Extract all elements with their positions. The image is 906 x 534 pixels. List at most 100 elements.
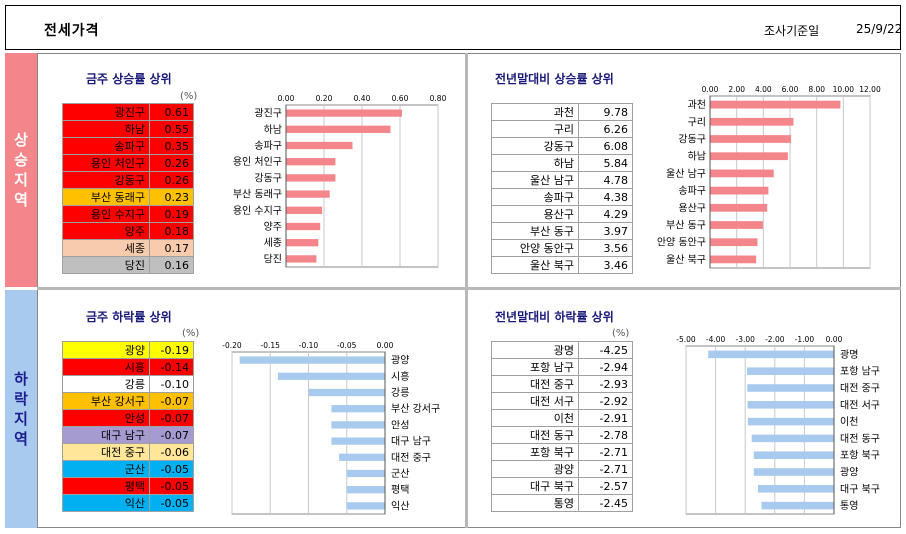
change-rate: 6.08 [578, 137, 633, 155]
region-name: 통영 [491, 494, 579, 512]
category-label: 광명 [840, 349, 858, 361]
category-label: 대전 동구 [840, 433, 880, 445]
bar [331, 421, 385, 429]
region-name: 용산구 [491, 205, 579, 223]
table-row: 울산 북구 3.46 [491, 256, 633, 274]
region-name: 당진 [62, 256, 150, 274]
table-row: 부산 강서구 -0.07 [62, 392, 194, 410]
region-name: 세종 [62, 239, 150, 257]
region-name: 강릉 [62, 375, 150, 393]
bar [239, 356, 385, 364]
category-label: 부산 동구 [666, 220, 706, 232]
x-tick-label: -2.00 [765, 335, 785, 344]
header: 전세가격 조사기준일 25/9/22 [5, 5, 902, 50]
table-row: 강동구 6.08 [491, 137, 633, 155]
region-name: 광양 [62, 341, 150, 359]
bar [286, 141, 353, 150]
x-tick-label: 0.00 [826, 335, 843, 344]
table-row: 익산 -0.05 [62, 494, 194, 512]
table-row: 대구 북구 -2.57 [491, 477, 633, 495]
table-row: 포항 남구 -2.94 [491, 358, 633, 376]
bar [286, 239, 319, 247]
x-tick-label: 0.80 [430, 94, 447, 103]
bar [331, 405, 385, 413]
category-label: 울산 북구 [666, 254, 706, 266]
weekly-rise-table: 광진구 0.61 하남 0.55 송파구 0.35 용인 처인구 0.26 강동구 0.26 부산 … [62, 103, 194, 274]
region-name: 이천 [491, 409, 579, 427]
region-name: 대전 중구 [491, 375, 579, 393]
region-name: 광양 [491, 460, 579, 478]
category-label: 과천 [688, 99, 706, 111]
category-label: 용인 처인구 [233, 156, 282, 168]
bar [277, 372, 385, 380]
change-rate: 0.16 [149, 256, 194, 274]
category-label: 부산 동래구 [233, 189, 282, 201]
category-label: 세종 [264, 237, 282, 249]
page-title: 전세가격 [44, 23, 100, 39]
category-label: 구리 [688, 116, 706, 128]
change-rate: -0.05 [149, 460, 194, 478]
category-label: 포항 북구 [840, 450, 880, 462]
ytd-rise-table: 과천 9.78 구리 6.26 강동구 6.08 하남 5.84 울산 남구 4.78 송파구 4.3… [491, 103, 633, 274]
change-rate: -2.71 [578, 460, 633, 478]
region-name: 송파구 [491, 188, 579, 206]
x-tick-label: -0.05 [337, 341, 357, 350]
bar [286, 125, 391, 133]
panel-grid [37, 53, 901, 528]
region-name: 안양 동안구 [491, 239, 579, 257]
x-tick-label: 0.40 [354, 94, 371, 103]
region-name: 양주 [62, 222, 150, 240]
category-label: 하남 [688, 150, 706, 163]
x-tick-label: -0.10 [299, 341, 319, 350]
category-label: 당진 [264, 253, 282, 265]
category-label: 평택 [391, 484, 409, 496]
x-tick-label: -0.20 [222, 341, 242, 350]
bar [710, 255, 757, 264]
region-name: 구리 [491, 120, 579, 138]
category-label: 하남 [264, 123, 282, 136]
table-row: 용인 수지구 0.19 [62, 205, 194, 223]
change-rate: -0.07 [149, 392, 194, 410]
table-row: 대구 남구 -0.07 [62, 426, 194, 444]
table-row: 부산 동구 3.97 [491, 222, 633, 240]
table-row: 안양 동안구 3.56 [491, 239, 633, 257]
change-rate: -2.94 [578, 358, 633, 376]
bar [346, 486, 385, 494]
region-name: 부산 동구 [491, 222, 579, 240]
region-name: 강동구 [491, 137, 579, 155]
section-label-char: 지 [14, 410, 28, 428]
ytd-rise-chart: 0.00 2.00 4.00 6.00 8.00 10.00 12.00 과천구리강동구하남울… [657, 85, 881, 269]
category-label: 부산 강서구 [391, 403, 440, 415]
region-name: 울산 북구 [491, 256, 579, 274]
table-row: 송파구 4.38 [491, 188, 633, 206]
region-name: 광진구 [62, 103, 150, 121]
region-name: 울산 남구 [491, 171, 579, 189]
section-label-char: 지 [14, 171, 28, 189]
region-name: 대전 서구 [491, 392, 579, 410]
bar [747, 401, 834, 409]
bar [286, 255, 317, 263]
category-label: 송파구 [254, 140, 282, 152]
change-rate: -2.57 [578, 477, 633, 495]
bar [708, 350, 834, 359]
x-tick-label: 0.60 [392, 94, 409, 103]
x-tick-label: 8.00 [808, 85, 825, 94]
change-rate: 0.55 [149, 120, 194, 138]
bar [710, 169, 774, 178]
x-tick-label: 4.00 [755, 85, 772, 94]
bar [751, 434, 834, 443]
change-rate: -0.05 [149, 477, 194, 495]
region-name: 대전 중구 [62, 443, 150, 461]
change-rate: -2.71 [578, 443, 633, 461]
x-tick-label: -0.15 [261, 341, 281, 350]
category-label: 대전 중구 [840, 383, 880, 395]
table-row: 강릉 -0.10 [62, 375, 194, 393]
table-row: 광진구 0.61 [62, 103, 194, 121]
table-row: 하남 5.84 [491, 154, 633, 172]
region-name: 용인 수지구 [62, 205, 150, 223]
section-label-char: 승 [14, 151, 28, 169]
table-row: 강동구 0.26 [62, 171, 194, 189]
category-label: 포항 남구 [840, 366, 880, 378]
